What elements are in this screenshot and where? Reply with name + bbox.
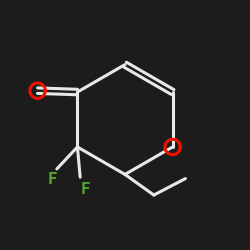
Text: F: F [48,172,58,188]
Text: F: F [81,182,90,197]
